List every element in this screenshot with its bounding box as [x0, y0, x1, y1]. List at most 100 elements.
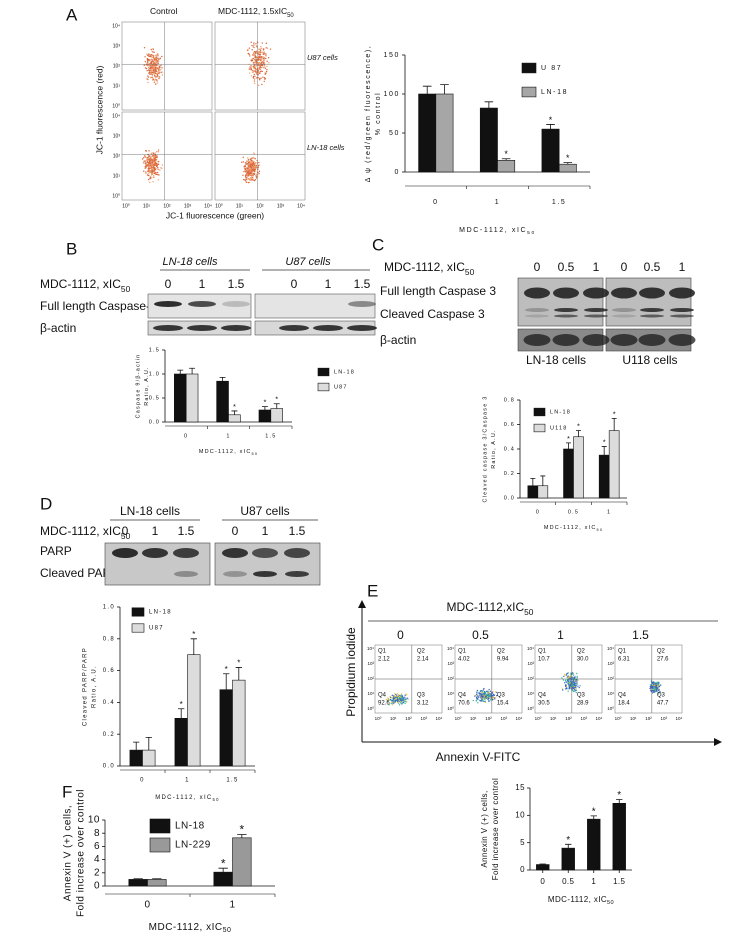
x-tick-label: 0: [540, 877, 545, 886]
event-dot: [255, 62, 258, 64]
event-dot: [243, 178, 245, 181]
event-dot: [578, 686, 580, 689]
event-dot: [145, 171, 147, 173]
event-dot: [260, 57, 262, 59]
event-dot: [652, 691, 654, 693]
event-dot: [480, 690, 483, 692]
event-dot: [252, 175, 254, 177]
quadrant-name: Q4: [458, 693, 467, 699]
event-dot: [567, 683, 570, 685]
bar: [587, 818, 601, 871]
event-dot: [568, 681, 570, 684]
event-dot: [147, 172, 149, 175]
event-dot: [152, 169, 154, 171]
event-dot: [156, 171, 159, 174]
event-dot: [476, 689, 479, 692]
error-bar: [189, 367, 196, 374]
flow-tick-label: 10⁰: [447, 706, 454, 711]
blot-band: [252, 548, 278, 558]
event-dot: [153, 58, 156, 61]
event-dot: [388, 698, 391, 701]
event-dot: [472, 699, 474, 702]
event-dot: [150, 171, 153, 173]
event-dot: [264, 72, 267, 74]
flow-tick-label: 10⁰: [122, 203, 130, 209]
event-dot: [257, 166, 259, 169]
bar: [228, 414, 241, 423]
event-dot: [156, 151, 158, 153]
event-dot: [480, 696, 482, 699]
event-dot: [260, 70, 262, 72]
event-dot: [253, 157, 255, 159]
blot-band: [188, 301, 216, 307]
event-dot: [144, 67, 147, 69]
error-bar: [546, 124, 555, 130]
event-dot: [484, 700, 486, 702]
event-dot: [253, 80, 256, 83]
event-dot: [149, 70, 151, 72]
event-dot: [248, 68, 251, 70]
error-bar: [231, 410, 238, 415]
event-dot: [487, 691, 489, 693]
event-dot: [400, 695, 402, 697]
event-dot: [252, 75, 255, 78]
quadrant-value: 2.14: [417, 657, 429, 663]
event-dot: [260, 58, 262, 61]
event-dot: [245, 179, 247, 181]
dose-value: 1.5: [228, 277, 245, 291]
flow-tick-label: 10⁰: [527, 706, 534, 711]
blot-band: [154, 301, 182, 307]
event-dot: [568, 686, 571, 688]
blot-band: [347, 325, 377, 331]
legend-label: LN-18: [541, 89, 568, 96]
event-dot: [576, 682, 578, 684]
event-dot: [490, 695, 492, 698]
event-dot: [157, 73, 159, 75]
event-dot: [251, 44, 253, 47]
event-dot: [492, 695, 494, 697]
y-tick-label: 0.2: [103, 732, 115, 738]
flow-tick-label: 10⁴: [607, 646, 614, 651]
event-dot: [260, 47, 263, 50]
dose-value: 0.5: [644, 260, 661, 274]
event-dot: [153, 171, 155, 174]
quadrant-name: Q4: [538, 693, 547, 699]
event-dot: [397, 693, 400, 696]
event-dot: [474, 695, 476, 697]
event-dot: [257, 58, 260, 60]
event-dot: [152, 51, 154, 53]
event-dot: [244, 167, 246, 170]
event-dot: [496, 694, 498, 697]
dose-value: 1: [152, 524, 159, 538]
event-dot: [253, 167, 255, 169]
error-bar: [590, 815, 597, 820]
event-dot: [569, 675, 572, 677]
event-dot: [265, 57, 267, 60]
event-dot: [395, 693, 397, 696]
event-dot: [576, 675, 578, 678]
y-tick-label: 0.0: [103, 764, 115, 770]
event-dot: [154, 83, 157, 85]
arrow-head: [358, 600, 366, 608]
event-dot: [157, 163, 160, 166]
event-dot: [652, 680, 654, 683]
event-dot: [248, 178, 250, 181]
event-dot: [404, 694, 406, 696]
event-dot: [156, 173, 158, 176]
dose-value: 1: [199, 277, 206, 291]
event-dot: [252, 54, 255, 56]
quadrant-value: 28.9: [577, 701, 589, 707]
flow-tick-label: 10³: [527, 661, 534, 666]
flow-tick-label: 10¹: [236, 203, 244, 209]
flow-tick-label: 10⁰: [215, 203, 223, 209]
blot-band: [222, 301, 250, 307]
event-dot: [257, 76, 259, 79]
event-dot: [650, 687, 652, 689]
dose-value: 1.5: [354, 277, 371, 291]
event-dot: [157, 179, 160, 181]
event-dot: [152, 77, 154, 80]
event-dot: [156, 80, 158, 82]
event-dot: [258, 67, 260, 69]
quadrant-value: 30.5: [538, 701, 550, 707]
